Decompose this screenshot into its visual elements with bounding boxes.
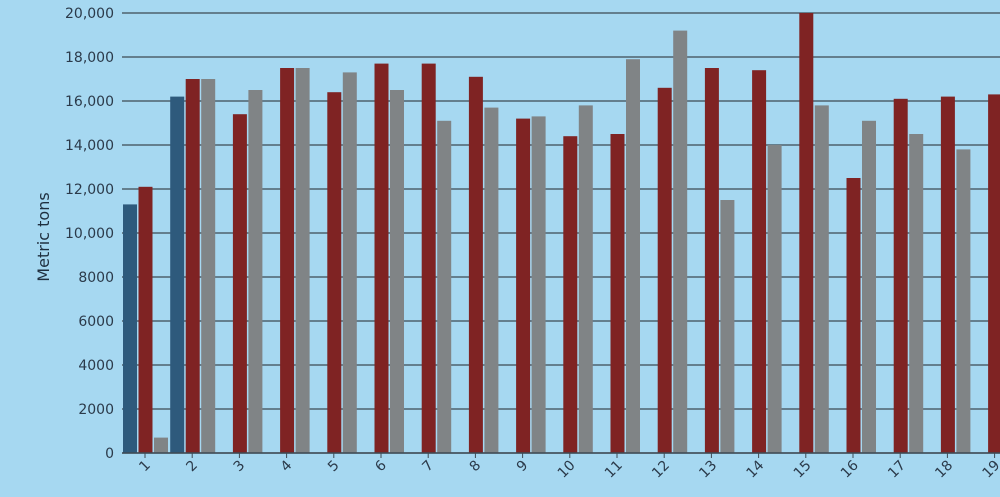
y-tick-label: 6000	[78, 314, 114, 330]
bar	[704, 68, 719, 453]
x-tick-label: 18	[932, 458, 956, 482]
bar	[390, 90, 404, 453]
x-tick-label: 12	[649, 458, 673, 482]
bar	[563, 136, 578, 453]
x-tick-label: 15	[791, 458, 815, 482]
y-tick-label: 12,000	[65, 182, 114, 198]
x-tick-label: 17	[885, 458, 909, 482]
y-tick-label: 10,000	[65, 226, 114, 242]
x-tick-label: 13	[696, 458, 720, 482]
bar	[374, 63, 389, 453]
y-tick-label: 14,000	[65, 138, 114, 154]
bar	[893, 98, 908, 454]
x-tick-label: 6	[372, 457, 390, 475]
bar	[940, 96, 955, 453]
y-tick-label: 18,000	[65, 50, 114, 66]
bar	[767, 145, 782, 453]
x-tick-label: 14	[744, 457, 768, 481]
grid-lines	[122, 12, 1000, 454]
bar	[988, 94, 1000, 454]
x-tick-label: 10	[555, 458, 579, 482]
bar	[123, 204, 137, 453]
x-tick-label: 9	[514, 458, 532, 476]
bar	[799, 13, 814, 453]
bar	[327, 92, 342, 453]
bar	[154, 437, 168, 453]
x-tick-label: 7	[419, 458, 437, 476]
bar	[201, 79, 216, 453]
y-tick-label: 0	[105, 446, 114, 462]
bar	[437, 120, 452, 454]
bar	[610, 134, 625, 453]
bar	[814, 105, 829, 454]
bar	[248, 90, 263, 453]
bar	[578, 105, 593, 454]
y-tick-label: 16,000	[65, 94, 114, 110]
bar	[752, 70, 767, 453]
bars	[123, 13, 1000, 454]
x-tick-label: 4	[278, 457, 296, 475]
bar	[846, 178, 861, 453]
y-tick-label: 8000	[78, 270, 114, 286]
y-axis-title: Metric tons	[34, 192, 53, 281]
x-tick-label: 1	[136, 458, 154, 476]
bar	[862, 120, 876, 454]
x-tick-label: 19	[980, 458, 1000, 482]
bar	[484, 107, 499, 453]
bar	[956, 149, 971, 453]
bar	[280, 68, 295, 453]
bar	[342, 72, 357, 454]
bar	[185, 79, 200, 453]
bar	[516, 118, 531, 453]
y-tick-label: 20,000	[65, 6, 114, 22]
bar	[170, 96, 185, 453]
bar	[657, 87, 672, 454]
bar	[673, 30, 688, 453]
bar	[720, 200, 735, 453]
x-tick-label: 16	[838, 457, 862, 481]
x-tick-label: 11	[602, 458, 626, 482]
y-tick-label: 2000	[78, 402, 114, 418]
bar	[138, 186, 153, 454]
bar	[531, 116, 546, 454]
x-tick-label: 3	[231, 458, 249, 476]
bar	[295, 68, 310, 453]
x-tick-label: 8	[467, 458, 485, 476]
bar	[421, 63, 436, 453]
bar	[626, 59, 640, 453]
y-tick-label: 4000	[78, 358, 114, 374]
x-tick-label: 2	[183, 458, 201, 476]
x-tick-label: 5	[325, 458, 343, 476]
bar	[232, 114, 247, 453]
bar	[468, 76, 483, 454]
bar	[909, 134, 924, 453]
